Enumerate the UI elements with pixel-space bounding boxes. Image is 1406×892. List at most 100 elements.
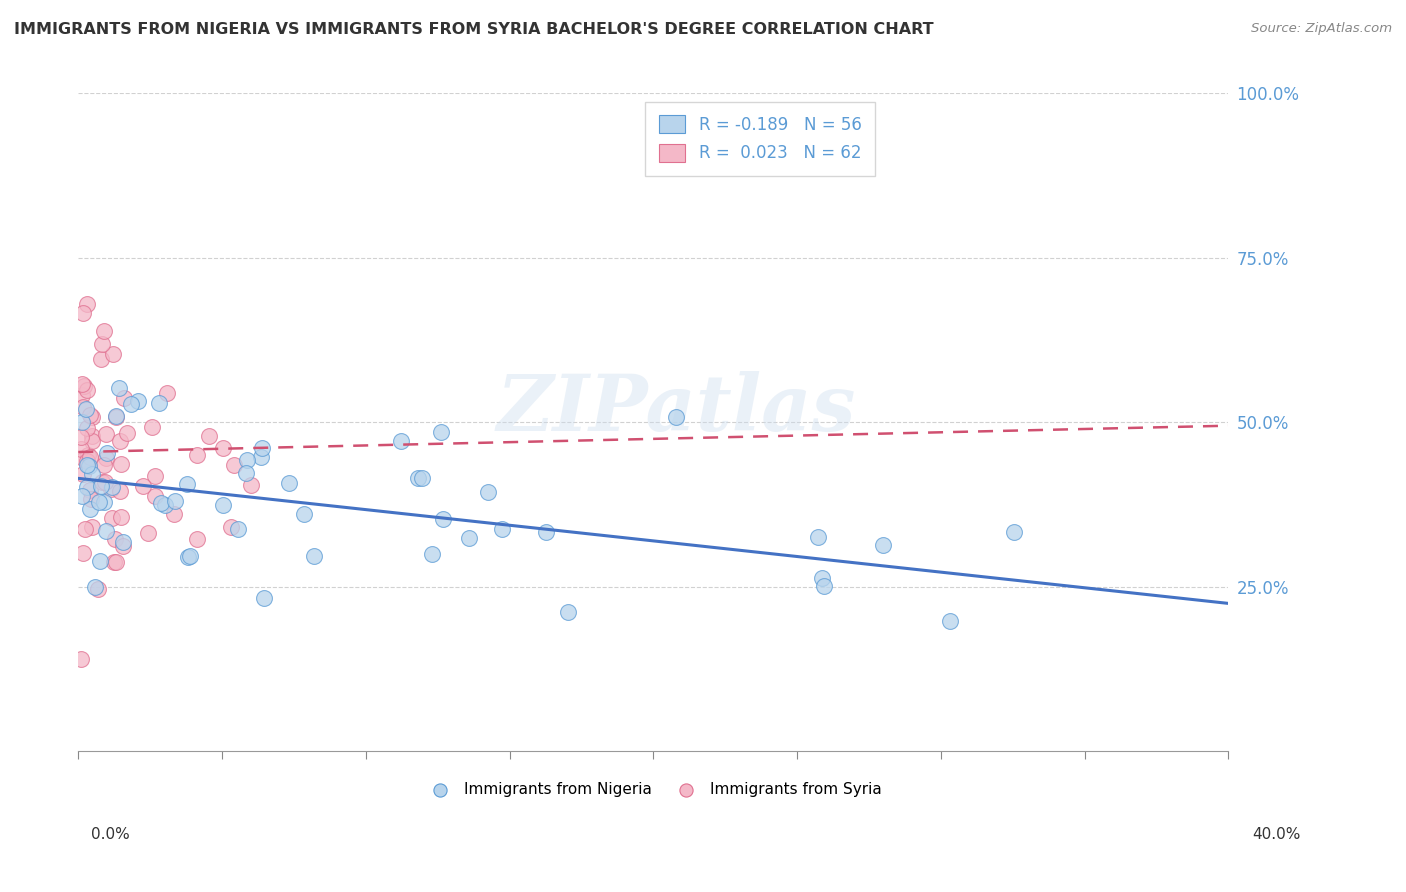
Point [94, 427, 117, 442]
Point [420, 548, 443, 562]
Point [141, 420, 163, 434]
Point [107, 381, 129, 395]
Point [163, 507, 186, 521]
Point [70, 442, 93, 456]
Point [70, 489, 93, 503]
Point [80, 429, 103, 443]
Point [806, 530, 828, 544]
Point [250, 442, 273, 456]
Point [90, 479, 112, 493]
Point [149, 496, 172, 510]
Point [105, 410, 128, 425]
Point [77, 448, 100, 462]
Point [177, 550, 200, 565]
Point [73, 452, 96, 467]
Point [240, 478, 263, 492]
Point [82, 520, 104, 534]
Point [87, 495, 110, 509]
Point [79, 502, 101, 516]
Point [93, 475, 115, 489]
Point [76, 383, 98, 397]
Point [212, 441, 235, 455]
Text: ZIPatlas: ZIPatlas [496, 371, 856, 448]
Point [389, 434, 412, 448]
Point [811, 571, 834, 585]
Point [219, 520, 242, 534]
Point [253, 591, 276, 605]
Point [104, 409, 127, 423]
Point [112, 391, 135, 405]
Point [76, 421, 98, 435]
Point [96, 446, 118, 460]
Point [73, 379, 96, 393]
Point [87, 582, 110, 597]
Point [534, 525, 557, 540]
Point [93, 494, 115, 508]
Point [103, 555, 125, 569]
Point [491, 522, 513, 536]
Point [79, 450, 101, 465]
Point [120, 396, 142, 410]
Point [228, 522, 250, 536]
Point [70, 388, 93, 402]
Point [76, 458, 98, 473]
Point [127, 394, 149, 409]
Point [430, 425, 453, 440]
Point [179, 549, 201, 564]
Text: 0.0%: 0.0% [91, 827, 131, 841]
Point [143, 469, 166, 483]
Point [72, 401, 94, 415]
Point [110, 458, 132, 472]
Point [79, 459, 101, 474]
Point [292, 507, 315, 521]
Point [79, 408, 101, 422]
Point [104, 533, 127, 547]
Point [406, 471, 429, 485]
Point [278, 475, 301, 490]
Point [411, 471, 433, 485]
Point [101, 510, 124, 524]
Text: Source: ZipAtlas.com: Source: ZipAtlas.com [1251, 22, 1392, 36]
Text: IMMIGRANTS FROM NIGERIA VS IMMIGRANTS FROM SYRIA BACHELOR'S DEGREE CORRELATION C: IMMIGRANTS FROM NIGERIA VS IMMIGRANTS FR… [14, 22, 934, 37]
Point [101, 480, 124, 494]
Point [457, 531, 479, 545]
Point [872, 538, 894, 552]
Point [82, 467, 104, 482]
Point [100, 482, 122, 496]
Point [70, 652, 93, 666]
Point [153, 498, 176, 512]
Point [80, 434, 103, 449]
Point [73, 522, 96, 536]
Point [90, 351, 112, 366]
Point [79, 483, 101, 498]
Point [176, 477, 198, 491]
Point [211, 498, 233, 512]
Point [76, 454, 98, 468]
Point [96, 451, 118, 466]
Point [186, 532, 208, 546]
Point [75, 402, 97, 417]
Point [302, 549, 325, 563]
Point [165, 493, 187, 508]
Point [112, 535, 135, 549]
Point [665, 409, 688, 424]
Point [143, 489, 166, 503]
Point [72, 545, 94, 559]
Point [72, 377, 94, 392]
Point [93, 324, 115, 338]
Point [80, 491, 103, 506]
Point [110, 510, 132, 524]
Point [94, 524, 117, 538]
Point [477, 485, 499, 500]
Point [112, 539, 135, 553]
Point [76, 297, 98, 311]
Point [117, 425, 139, 440]
Point [80, 409, 103, 424]
Point [72, 467, 94, 482]
Point [813, 579, 835, 593]
Point [70, 430, 93, 444]
Point [156, 385, 179, 400]
Point [91, 475, 114, 489]
Point [432, 511, 454, 525]
Point [76, 480, 98, 494]
